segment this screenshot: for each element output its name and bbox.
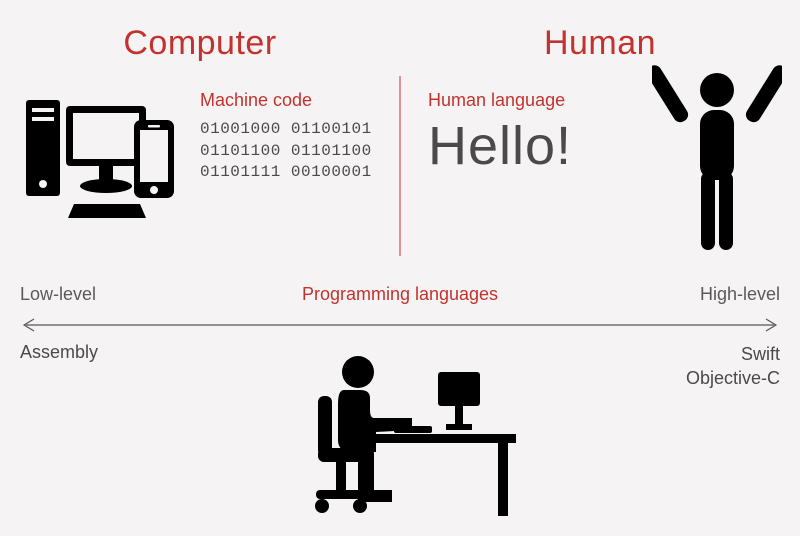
- programming-languages-label: Programming languages: [302, 284, 498, 305]
- infographic-canvas: Computer: [0, 0, 800, 536]
- vertical-divider: [400, 76, 401, 256]
- human-language-label: Human language: [428, 90, 648, 111]
- hello-text: Hello!: [428, 115, 648, 177]
- high-level-languages: Swift Objective-C: [686, 342, 780, 391]
- human-language-block: Human language Hello!: [428, 90, 648, 177]
- language-item: Objective-C: [686, 366, 780, 390]
- programmer-at-desk-icon: [280, 340, 520, 520]
- language-item: Swift: [686, 342, 780, 366]
- code-line: 01101111 00100001: [200, 162, 390, 184]
- double-arrow-line: [18, 318, 782, 332]
- low-level-label: Low-level: [20, 284, 96, 305]
- human-panel: Human Human language Hello!: [400, 0, 800, 280]
- low-level-languages: Assembly: [20, 342, 98, 363]
- language-item: Assembly: [20, 342, 98, 363]
- high-level-label: High-level: [700, 284, 780, 305]
- person-arms-up-icon: [652, 62, 782, 262]
- computer-heading: Computer: [0, 24, 400, 63]
- machine-code-block: Machine code 01001000 01100101 01101100 …: [200, 90, 390, 184]
- machine-code-lines: 01001000 01100101 01101100 01101100 0110…: [200, 119, 390, 184]
- machine-code-label: Machine code: [200, 90, 390, 111]
- code-line: 01001000 01100101: [200, 119, 390, 141]
- scale-labels-row: Low-level Programming languages High-lev…: [20, 284, 780, 312]
- code-line: 01101100 01101100: [200, 141, 390, 163]
- devices-icon: [24, 92, 184, 222]
- computer-panel: Computer: [0, 0, 400, 280]
- human-heading: Human: [400, 24, 800, 63]
